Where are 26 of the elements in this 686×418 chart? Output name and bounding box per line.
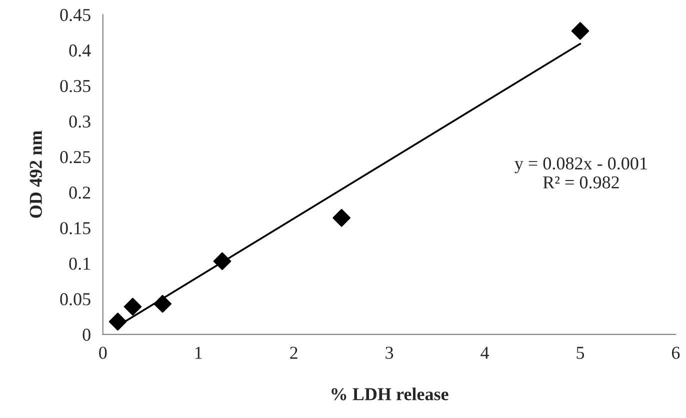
x-tick-label: 4 xyxy=(480,346,490,359)
annotation: y = 0.082x - 0.001 R² = 0.982 xyxy=(514,157,647,189)
point xyxy=(124,298,142,316)
x-tick-label: 5 xyxy=(576,346,584,359)
y-tick-label: 0 xyxy=(82,328,90,341)
y-tick-label: 0.05 xyxy=(60,293,90,306)
x-tick-label: 1 xyxy=(195,346,202,359)
x-tick-label: 3 xyxy=(386,346,394,359)
y-tick-label: 0.25 xyxy=(60,151,90,164)
y-tick-label: 0.45 xyxy=(60,8,90,22)
x-tick-label: 2 xyxy=(290,346,298,359)
y-tick-label: 0.15 xyxy=(60,222,90,234)
x-axis-title: % LDH release xyxy=(332,388,448,400)
point xyxy=(332,208,350,227)
x-tick-label: 6 xyxy=(672,346,680,359)
x-tick-label: 0 xyxy=(99,346,107,359)
y-tick-label: 0.3 xyxy=(69,115,90,128)
y-tick-label: 0.4 xyxy=(69,44,91,57)
y-tick-label: 0.1 xyxy=(69,258,90,270)
point xyxy=(213,252,232,270)
point xyxy=(108,312,127,331)
y-tick-label: 0.35 xyxy=(60,80,90,92)
point xyxy=(154,294,172,313)
point xyxy=(571,22,590,40)
y-tick-label: 0.2 xyxy=(69,186,90,199)
y-axis-title: OD 492 nm xyxy=(30,130,42,218)
